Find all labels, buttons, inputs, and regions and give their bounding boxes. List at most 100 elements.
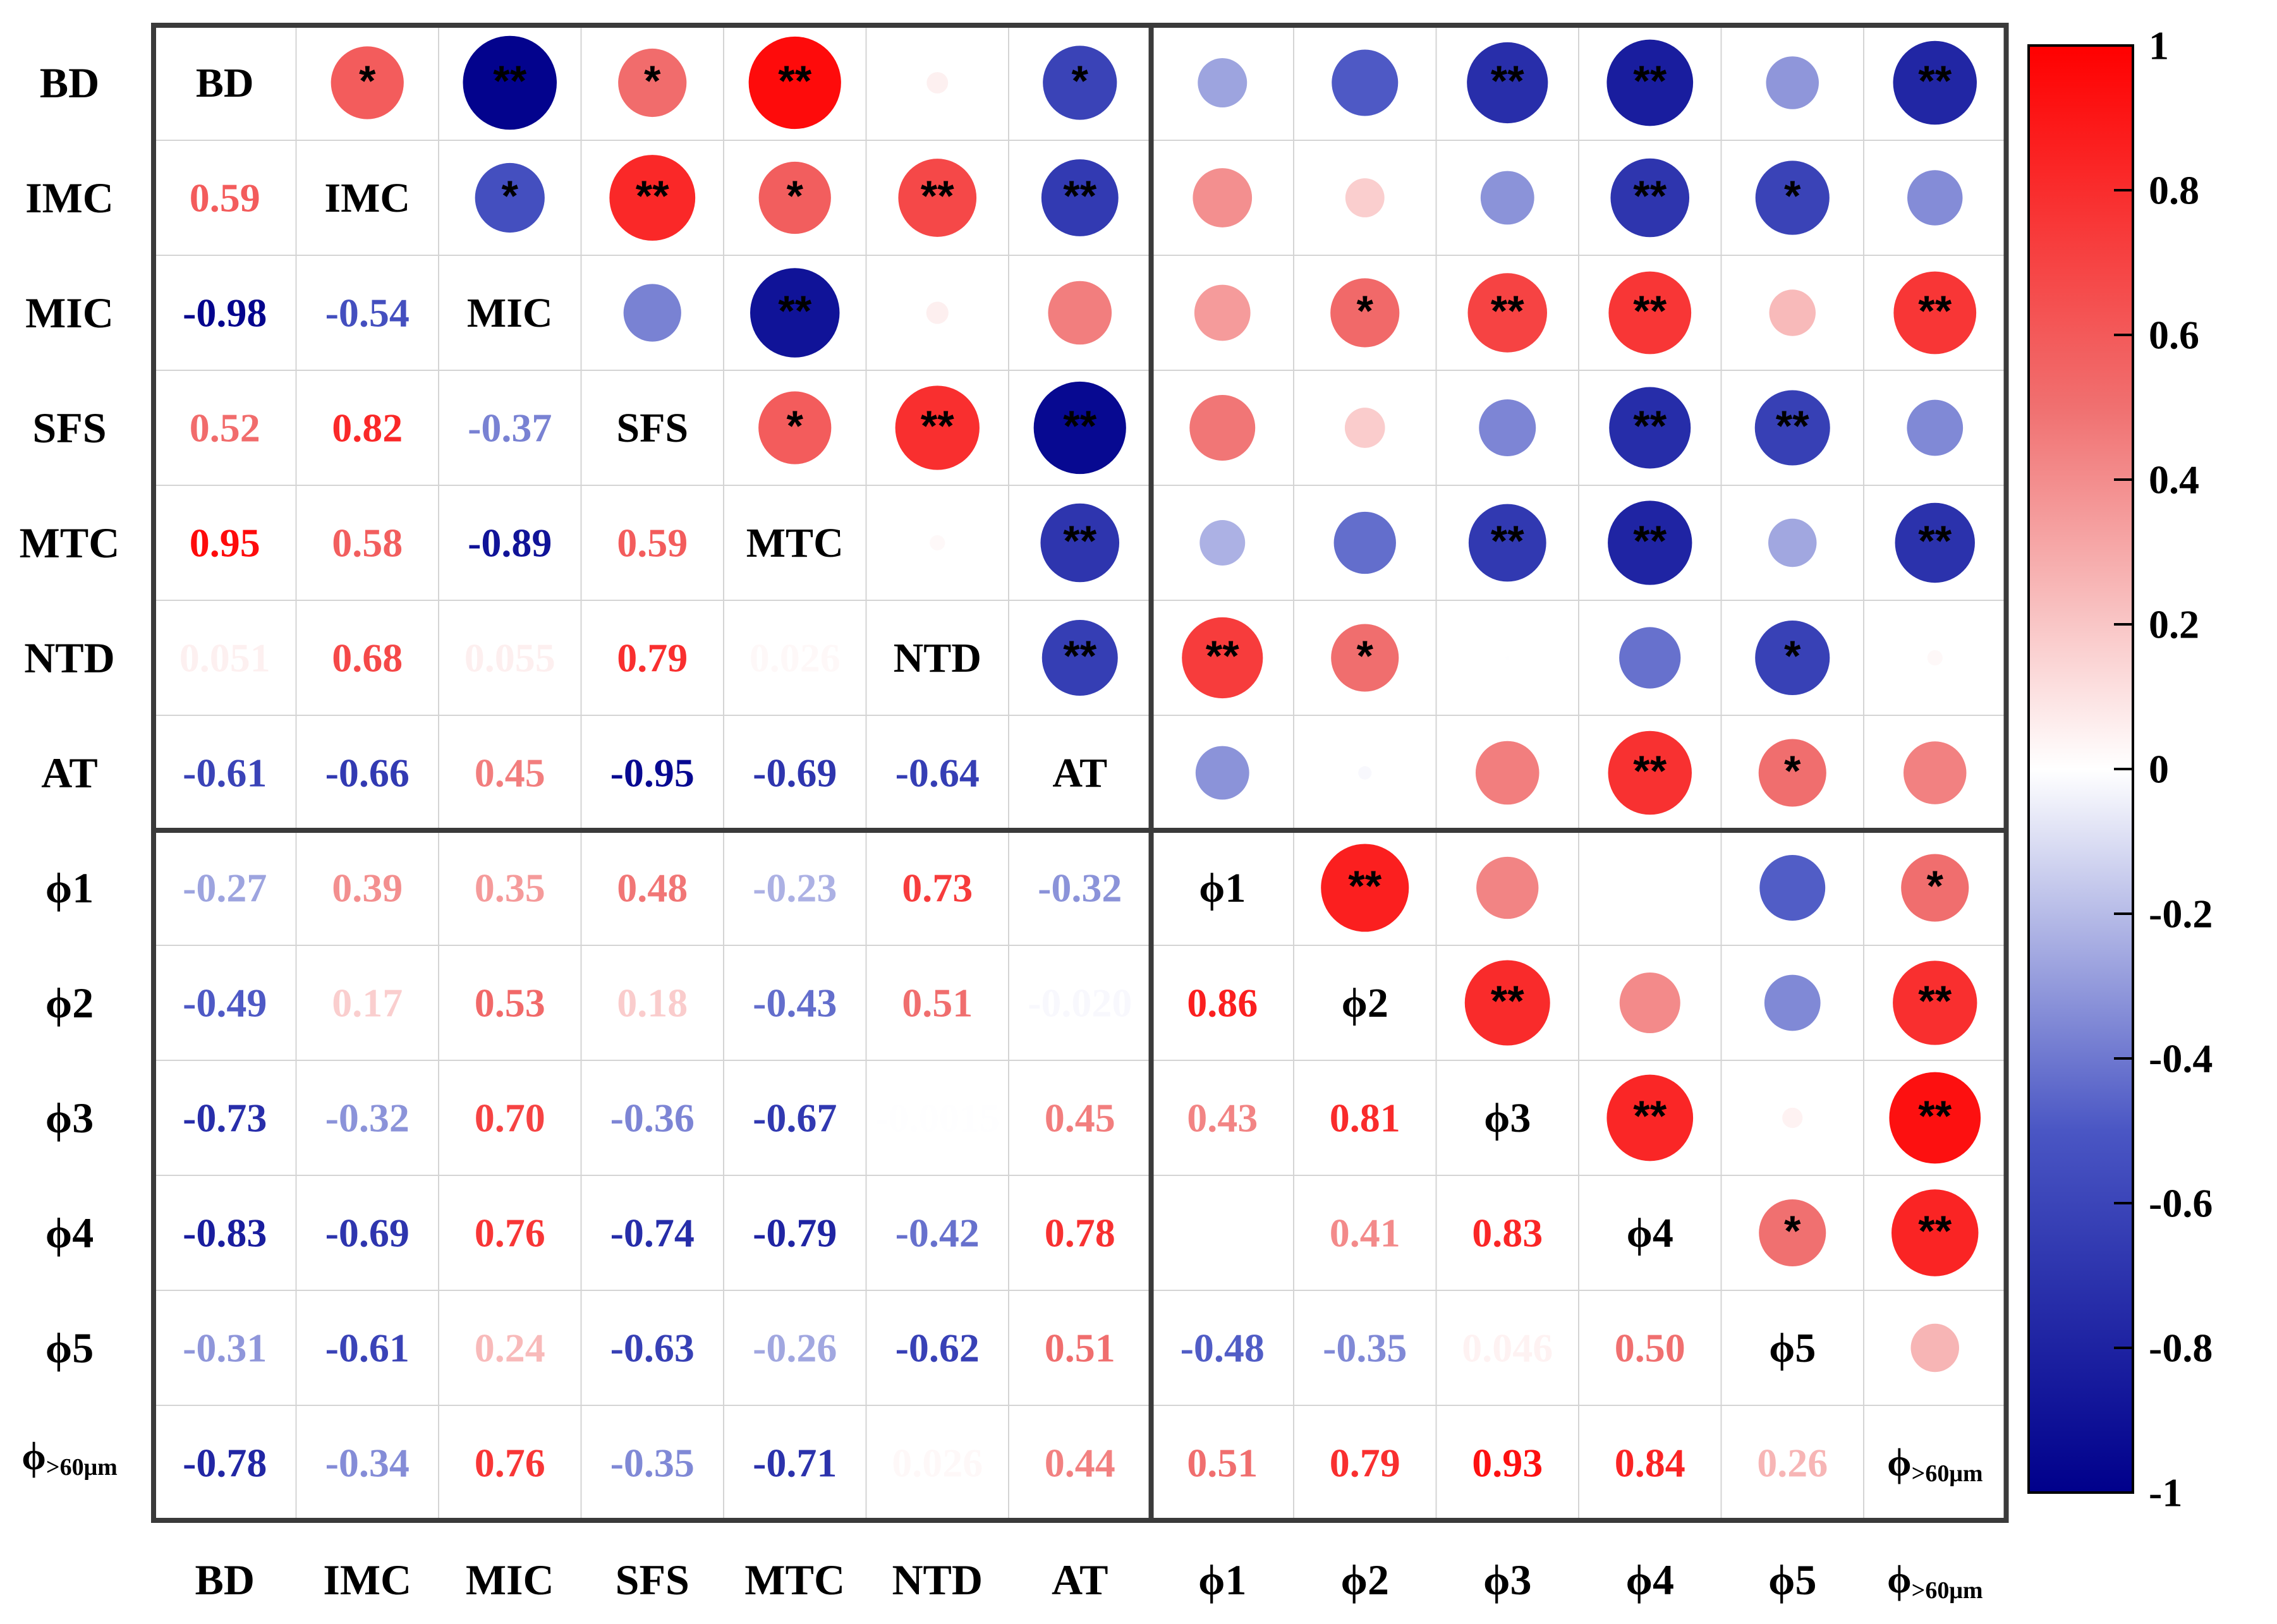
column-label: AT [1052, 1556, 1108, 1604]
correlation-value: -0.31 [183, 1326, 267, 1371]
correlation-circle [1901, 854, 1969, 922]
correlation-value: 0.73 [902, 866, 973, 911]
correlation-circle [1782, 1107, 1803, 1129]
diagonal-label: MIC [467, 290, 553, 336]
correlation-value: -0.71 [753, 1441, 837, 1486]
correlation-circle [1330, 278, 1400, 348]
significance-mark: ** [921, 402, 954, 450]
row-label: ϕ5 [46, 1324, 94, 1372]
correlation-circle [609, 155, 696, 241]
correlation-value: 0.48 [617, 866, 688, 911]
correlation-value: -0.61 [183, 751, 267, 796]
correlation-circle [618, 48, 687, 118]
correlation-value: 0.51 [902, 981, 973, 1026]
significance-mark: ** [921, 172, 954, 220]
significance-mark: ** [1918, 57, 1952, 105]
correlation-circle [1910, 1323, 1959, 1373]
correlation-circle [1468, 504, 1546, 582]
colorbar-tick-label: -0.6 [2149, 1181, 2213, 1226]
correlation-circle [1754, 390, 1830, 466]
correlation-circle [1333, 511, 1396, 574]
row-label: ϕ>60μm [21, 1435, 118, 1481]
correlation-value: 0.76 [475, 1441, 545, 1486]
correlation-value: -0.43 [753, 981, 837, 1026]
correlation-value: -0.32 [325, 1096, 410, 1141]
column-label: ϕ4 [1626, 1556, 1674, 1604]
correlation-circle [1758, 739, 1826, 807]
correlation-value: -0.89 [468, 521, 552, 566]
correlation-value: 0.18 [617, 981, 688, 1026]
correlation-value: 0.86 [1187, 981, 1258, 1026]
correlation-value: 0.26 [1757, 1441, 1828, 1486]
correlation-value: 0.44 [1045, 1441, 1115, 1486]
correlation-circle [1619, 972, 1680, 1034]
correlation-circle [1893, 271, 1977, 354]
correlation-circle [1040, 503, 1120, 583]
column-label: ϕ3 [1483, 1556, 1531, 1604]
correlation-circle [463, 35, 557, 130]
correlation-circle [1331, 624, 1399, 692]
correlation-circle [1606, 39, 1694, 126]
correlation-value: -0.78 [183, 1441, 267, 1486]
significance-mark: ** [1633, 517, 1667, 565]
row-label: AT [41, 749, 97, 797]
row-label: ϕ4 [46, 1209, 94, 1257]
correlation-value: 0.24 [475, 1326, 545, 1371]
correlation-circle [1893, 40, 1977, 125]
correlation-circle [1467, 273, 1547, 353]
correlation-value: 0.051 [179, 636, 270, 681]
correlation-value: 0.95 [190, 521, 260, 566]
significance-mark: ** [1918, 517, 1952, 565]
correlation-circle [1764, 974, 1821, 1031]
correlation-circle [1759, 1199, 1826, 1267]
correlation-circle [1907, 399, 1964, 456]
correlation-value: -0.49 [183, 981, 267, 1026]
row-label: MIC [25, 289, 114, 337]
correlation-value: 0.59 [617, 521, 688, 566]
colorbar-tick-label: 0.8 [2149, 168, 2199, 213]
column-label: ϕ>60μm [1887, 1558, 1983, 1604]
significance-mark: * [502, 172, 519, 220]
correlation-circle [1467, 42, 1548, 124]
correlation-value: -0.020 [1028, 981, 1132, 1026]
significance-mark: ** [1633, 287, 1667, 335]
correlation-circle [1193, 168, 1253, 227]
significance-mark: ** [1206, 632, 1239, 680]
significance-mark: ** [1918, 1092, 1952, 1140]
colorbar-tick-label: 0.2 [2149, 602, 2199, 647]
colorbar-tick-label: 0.6 [2149, 313, 2199, 358]
correlation-value: 0.76 [475, 1211, 545, 1256]
correlation-circle [1048, 281, 1112, 345]
correlation-circle [1198, 58, 1248, 107]
significance-mark: ** [1918, 977, 1952, 1025]
correlation-value: -0.67 [753, 1096, 837, 1141]
correlation-circle [1893, 960, 1977, 1045]
correlation-circle [750, 268, 840, 358]
correlation-circle [1891, 1189, 1979, 1276]
significance-mark: ** [1633, 402, 1667, 450]
correlation-circle [1479, 399, 1536, 456]
correlation-value: 0.43 [1187, 1096, 1258, 1141]
column-label: MTC [744, 1556, 845, 1604]
column-label: SFS [616, 1556, 689, 1604]
correlation-value: -0.63 [610, 1326, 695, 1371]
correlation-value: -0.54 [325, 291, 410, 336]
correlation-value: -0.83 [183, 1211, 267, 1256]
column-label: ϕ5 [1768, 1556, 1816, 1604]
correlation-circle [1609, 387, 1691, 469]
correlation-value: 0.79 [1330, 1441, 1400, 1486]
correlation-circle [1608, 500, 1692, 585]
significance-mark: * [1357, 287, 1374, 335]
cell-grid [153, 25, 2007, 1521]
colorbar-tick-label: 0.4 [2149, 458, 2199, 502]
significance-mark: * [1784, 1207, 1801, 1255]
correlation-circle [1464, 960, 1550, 1046]
correlation-circle [1182, 617, 1263, 699]
correlation-value: 0.45 [475, 751, 545, 796]
significance-mark: ** [1491, 517, 1524, 565]
correlation-circle [926, 301, 949, 324]
significance-mark: ** [1348, 862, 1381, 910]
correlation-circle [1608, 730, 1692, 815]
correlation-circle [758, 161, 831, 234]
frame-pore-distribution [1148, 828, 2009, 1523]
